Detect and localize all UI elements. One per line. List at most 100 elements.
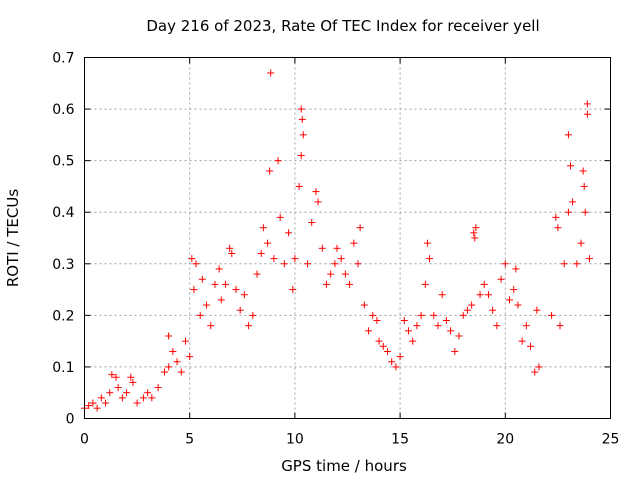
- data-point: [127, 373, 135, 381]
- data-point: [468, 301, 476, 309]
- data-point: [186, 353, 194, 361]
- data-point: [346, 280, 354, 288]
- data-point: [129, 378, 137, 386]
- data-point: [388, 358, 396, 366]
- data-point: [360, 301, 368, 309]
- data-point: [297, 105, 305, 113]
- data-point: [375, 337, 383, 345]
- y-tick-label: 0.2: [52, 308, 74, 324]
- data-point: [564, 208, 572, 216]
- chart-title: Day 216 of 2023, Rate Of TEC Index for r…: [146, 17, 539, 35]
- data-point: [484, 291, 492, 299]
- data-point: [291, 255, 299, 263]
- data-point: [405, 327, 413, 335]
- data-point: [289, 286, 297, 294]
- data-point: [217, 296, 225, 304]
- data-point: [106, 389, 114, 397]
- y-tick-label: 0.6: [52, 102, 74, 118]
- data-point: [188, 255, 196, 263]
- data-point: [533, 306, 541, 314]
- data-point: [426, 255, 434, 263]
- data-point: [314, 198, 322, 206]
- y-tick-labels: 0 0.1 0.2 0.3 0.4 0.5 0.6 0.7: [52, 51, 74, 428]
- data-point: [280, 260, 288, 268]
- data-point: [527, 342, 535, 350]
- data-point: [569, 198, 577, 206]
- data-point: [181, 337, 189, 345]
- data-point: [379, 342, 387, 350]
- data-point: [108, 371, 116, 379]
- data-point: [583, 100, 591, 108]
- data-point: [89, 399, 97, 407]
- x-tick-label: 25: [602, 432, 620, 448]
- data-point: [192, 260, 200, 268]
- data-point: [518, 337, 526, 345]
- data-point: [160, 368, 168, 376]
- data-point: [327, 270, 335, 278]
- data-point: [203, 301, 211, 309]
- data-point: [196, 311, 204, 319]
- data-point: [585, 255, 593, 263]
- data-point: [226, 244, 234, 252]
- data-point: [102, 399, 110, 407]
- data-point: [198, 275, 206, 283]
- data-point: [299, 131, 307, 139]
- data-point: [471, 234, 479, 242]
- data-point: [215, 265, 223, 273]
- y-tick-label: 0.4: [52, 205, 74, 221]
- data-point: [501, 260, 509, 268]
- data-point: [354, 260, 362, 268]
- data-point: [365, 327, 373, 335]
- data-point: [259, 224, 267, 232]
- ticks: [84, 57, 611, 419]
- y-tick-label: 0.1: [52, 360, 74, 376]
- data-point: [472, 224, 480, 232]
- data-point: [173, 358, 181, 366]
- data-point: [298, 115, 306, 123]
- data-point: [114, 384, 122, 392]
- data-point: [165, 332, 173, 340]
- data-point: [556, 322, 564, 330]
- data-point: [331, 260, 339, 268]
- x-axis-label: GPS time / hours: [281, 457, 407, 475]
- x-tick-label: 10: [286, 432, 304, 448]
- data-point: [489, 306, 497, 314]
- data-point: [423, 239, 431, 247]
- data-point: [276, 213, 284, 221]
- data-point: [409, 337, 417, 345]
- data-point: [581, 208, 589, 216]
- data-point: [514, 301, 522, 309]
- data-point: [583, 110, 591, 118]
- data-point: [493, 322, 501, 330]
- data-point: [333, 244, 341, 252]
- data-point: [322, 280, 330, 288]
- data-point: [270, 255, 278, 263]
- data-point: [548, 311, 556, 319]
- data-point: [580, 182, 588, 190]
- data-point: [480, 280, 488, 288]
- data-point: [567, 162, 575, 170]
- data-point: [295, 182, 303, 190]
- data-point: [308, 219, 316, 227]
- data-point: [447, 327, 455, 335]
- data-point: [221, 280, 229, 288]
- data-point: [274, 157, 282, 165]
- data-point: [552, 213, 560, 221]
- x-tick-label: 5: [185, 432, 194, 448]
- data-point: [257, 249, 265, 257]
- y-tick-label: 0.3: [52, 257, 74, 273]
- data-point: [522, 322, 530, 330]
- data-point: [512, 265, 520, 273]
- data-point: [476, 291, 484, 299]
- data-point: [506, 296, 514, 304]
- data-point: [249, 311, 257, 319]
- data-point: [190, 286, 198, 294]
- data-point: [211, 280, 219, 288]
- x-tick-labels: 0 5 10 15 20 25: [80, 432, 619, 448]
- data-point: [459, 311, 467, 319]
- data-point: [470, 229, 478, 237]
- data-point: [350, 239, 358, 247]
- data-point: [579, 167, 587, 175]
- data-point: [93, 404, 101, 412]
